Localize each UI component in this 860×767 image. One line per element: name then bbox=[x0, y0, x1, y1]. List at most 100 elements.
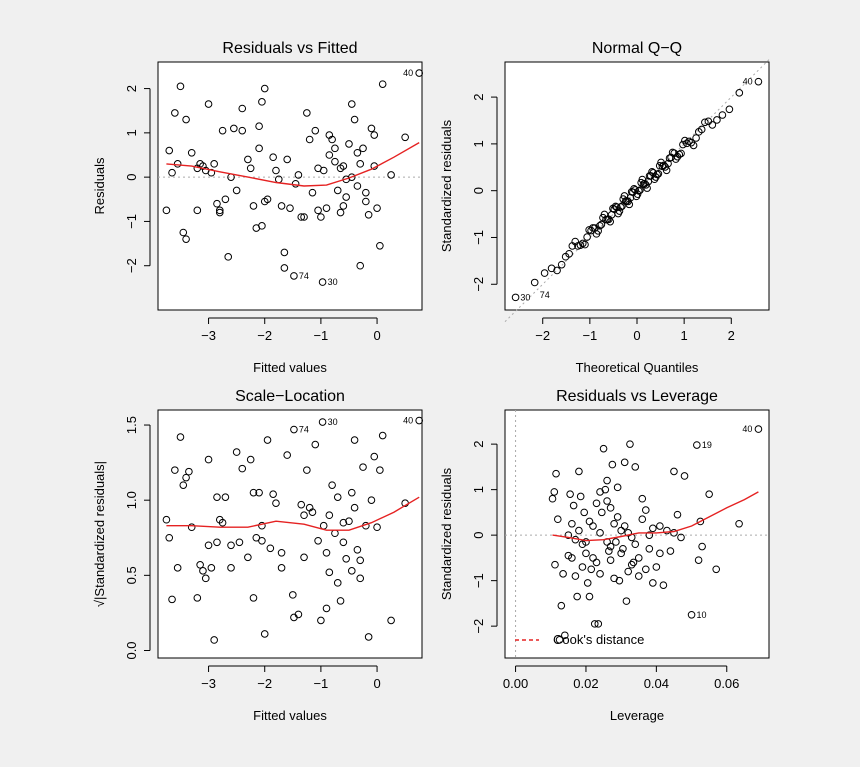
rvl-point bbox=[693, 441, 701, 449]
rvl-point bbox=[552, 469, 560, 478]
rvl-point bbox=[568, 519, 576, 528]
rvf-point bbox=[364, 210, 373, 219]
rvf-point bbox=[210, 160, 218, 168]
qq-point bbox=[540, 269, 549, 277]
rvl-point bbox=[656, 522, 664, 530]
sl-point bbox=[322, 548, 331, 557]
rvf-point bbox=[269, 153, 277, 162]
sl-point bbox=[336, 597, 345, 605]
rvl-x-axis-label: Leverage bbox=[610, 708, 664, 723]
rvf-point bbox=[260, 84, 269, 93]
rvf-point bbox=[249, 202, 258, 210]
sl-point bbox=[359, 463, 367, 471]
rvl-point bbox=[606, 556, 615, 564]
rvf-point bbox=[280, 264, 289, 272]
sl-point bbox=[277, 564, 286, 572]
qq-point bbox=[735, 89, 744, 97]
sl-y-tick-label: 1.0 bbox=[124, 491, 139, 509]
rvl-point bbox=[605, 547, 613, 555]
rvl-point bbox=[590, 620, 599, 628]
sl-point bbox=[350, 503, 359, 512]
rvl-point bbox=[550, 488, 559, 496]
qq-point bbox=[692, 134, 700, 142]
rvl-point bbox=[659, 581, 668, 589]
qq-point bbox=[679, 140, 687, 149]
rvl-panel: 40 19 10 0.00 0.02 0.04 0.06 −2 −1 0 1 2 Residuals v… bbox=[439, 388, 770, 723]
rvf-x-tick-label: −3 bbox=[201, 328, 216, 343]
sl-point bbox=[176, 433, 185, 441]
qq-point bbox=[576, 241, 585, 249]
rvl-point bbox=[580, 508, 589, 517]
sl-point bbox=[297, 500, 306, 509]
qq-point bbox=[636, 186, 644, 194]
sl-title: Scale−Location bbox=[235, 388, 345, 405]
qq-point bbox=[754, 77, 763, 86]
sl-point bbox=[171, 466, 179, 474]
rvl-point bbox=[649, 579, 657, 587]
qq-point bbox=[664, 159, 672, 168]
rvl-point bbox=[631, 463, 640, 471]
sl-point bbox=[370, 452, 379, 461]
sl-point bbox=[300, 511, 308, 520]
sl-point bbox=[290, 425, 298, 434]
rvl-point bbox=[564, 531, 573, 539]
sl-point bbox=[266, 544, 275, 553]
sl-y-tick-label: 0.5 bbox=[124, 566, 139, 584]
rvf-y-tick-label: 2 bbox=[124, 85, 139, 92]
rvl-point bbox=[673, 510, 682, 519]
rvf-point bbox=[317, 213, 325, 221]
rvf-y-tick-label: 1 bbox=[124, 129, 139, 136]
rvf-point bbox=[373, 204, 381, 212]
sl-point bbox=[258, 536, 266, 545]
sl-point bbox=[347, 567, 356, 575]
qq-point bbox=[618, 202, 626, 210]
sl-point bbox=[199, 567, 207, 575]
sl-point bbox=[185, 467, 193, 476]
sl-point bbox=[350, 436, 359, 444]
rvl-point bbox=[645, 544, 654, 553]
rvf-y-tick-label: 0 bbox=[124, 174, 139, 181]
sl-point bbox=[221, 493, 230, 501]
qq-point-label: 30 bbox=[520, 292, 530, 302]
rvf-point bbox=[362, 197, 370, 206]
rvf-point bbox=[182, 115, 190, 124]
rvf-point bbox=[238, 126, 247, 135]
rvf-point bbox=[370, 131, 379, 139]
sl-point bbox=[263, 436, 272, 444]
rvf-point bbox=[182, 235, 190, 243]
rvl-x-tick-label: 0.00 bbox=[503, 676, 528, 691]
rvl-point bbox=[663, 526, 671, 535]
rvl-point bbox=[578, 563, 587, 571]
sl-point bbox=[244, 553, 252, 562]
qq-x-axis-label: Theoretical Quantiles bbox=[576, 360, 699, 375]
rvf-point bbox=[314, 164, 322, 173]
rvl-x-tick-label: 0.02 bbox=[573, 676, 598, 691]
rvl-point bbox=[626, 440, 634, 448]
sl-x-axis-label: Fitted values bbox=[253, 708, 327, 723]
rvl-point bbox=[634, 572, 643, 580]
sl-point-label: 74 bbox=[299, 425, 309, 435]
rvf-point bbox=[255, 122, 263, 131]
rvl-point bbox=[575, 467, 583, 476]
rvl-y-tick-label: −2 bbox=[471, 619, 486, 634]
rvl-point bbox=[599, 444, 608, 453]
rvl-x-tick-label: 0.06 bbox=[714, 676, 739, 691]
qq-point bbox=[553, 266, 561, 275]
rvf-point bbox=[401, 133, 409, 142]
rvf-y-axis-label: Residuals bbox=[92, 157, 107, 215]
sl-point-label: 30 bbox=[328, 417, 338, 427]
rvl-point-label: 10 bbox=[697, 610, 707, 620]
sl-x-tick-label: −1 bbox=[313, 676, 328, 691]
rvf-x-tick-label: −1 bbox=[313, 328, 328, 343]
rvl-point bbox=[555, 635, 564, 644]
sl-point bbox=[345, 517, 353, 526]
sl-point bbox=[289, 591, 297, 599]
sl-point bbox=[173, 564, 182, 572]
rvl-point bbox=[589, 554, 597, 562]
rvf-point bbox=[215, 206, 224, 215]
rvf-point bbox=[258, 222, 266, 230]
rvl-point bbox=[656, 549, 664, 558]
sl-point bbox=[339, 518, 348, 527]
rvf-point bbox=[179, 228, 188, 237]
sl-point bbox=[255, 488, 263, 497]
